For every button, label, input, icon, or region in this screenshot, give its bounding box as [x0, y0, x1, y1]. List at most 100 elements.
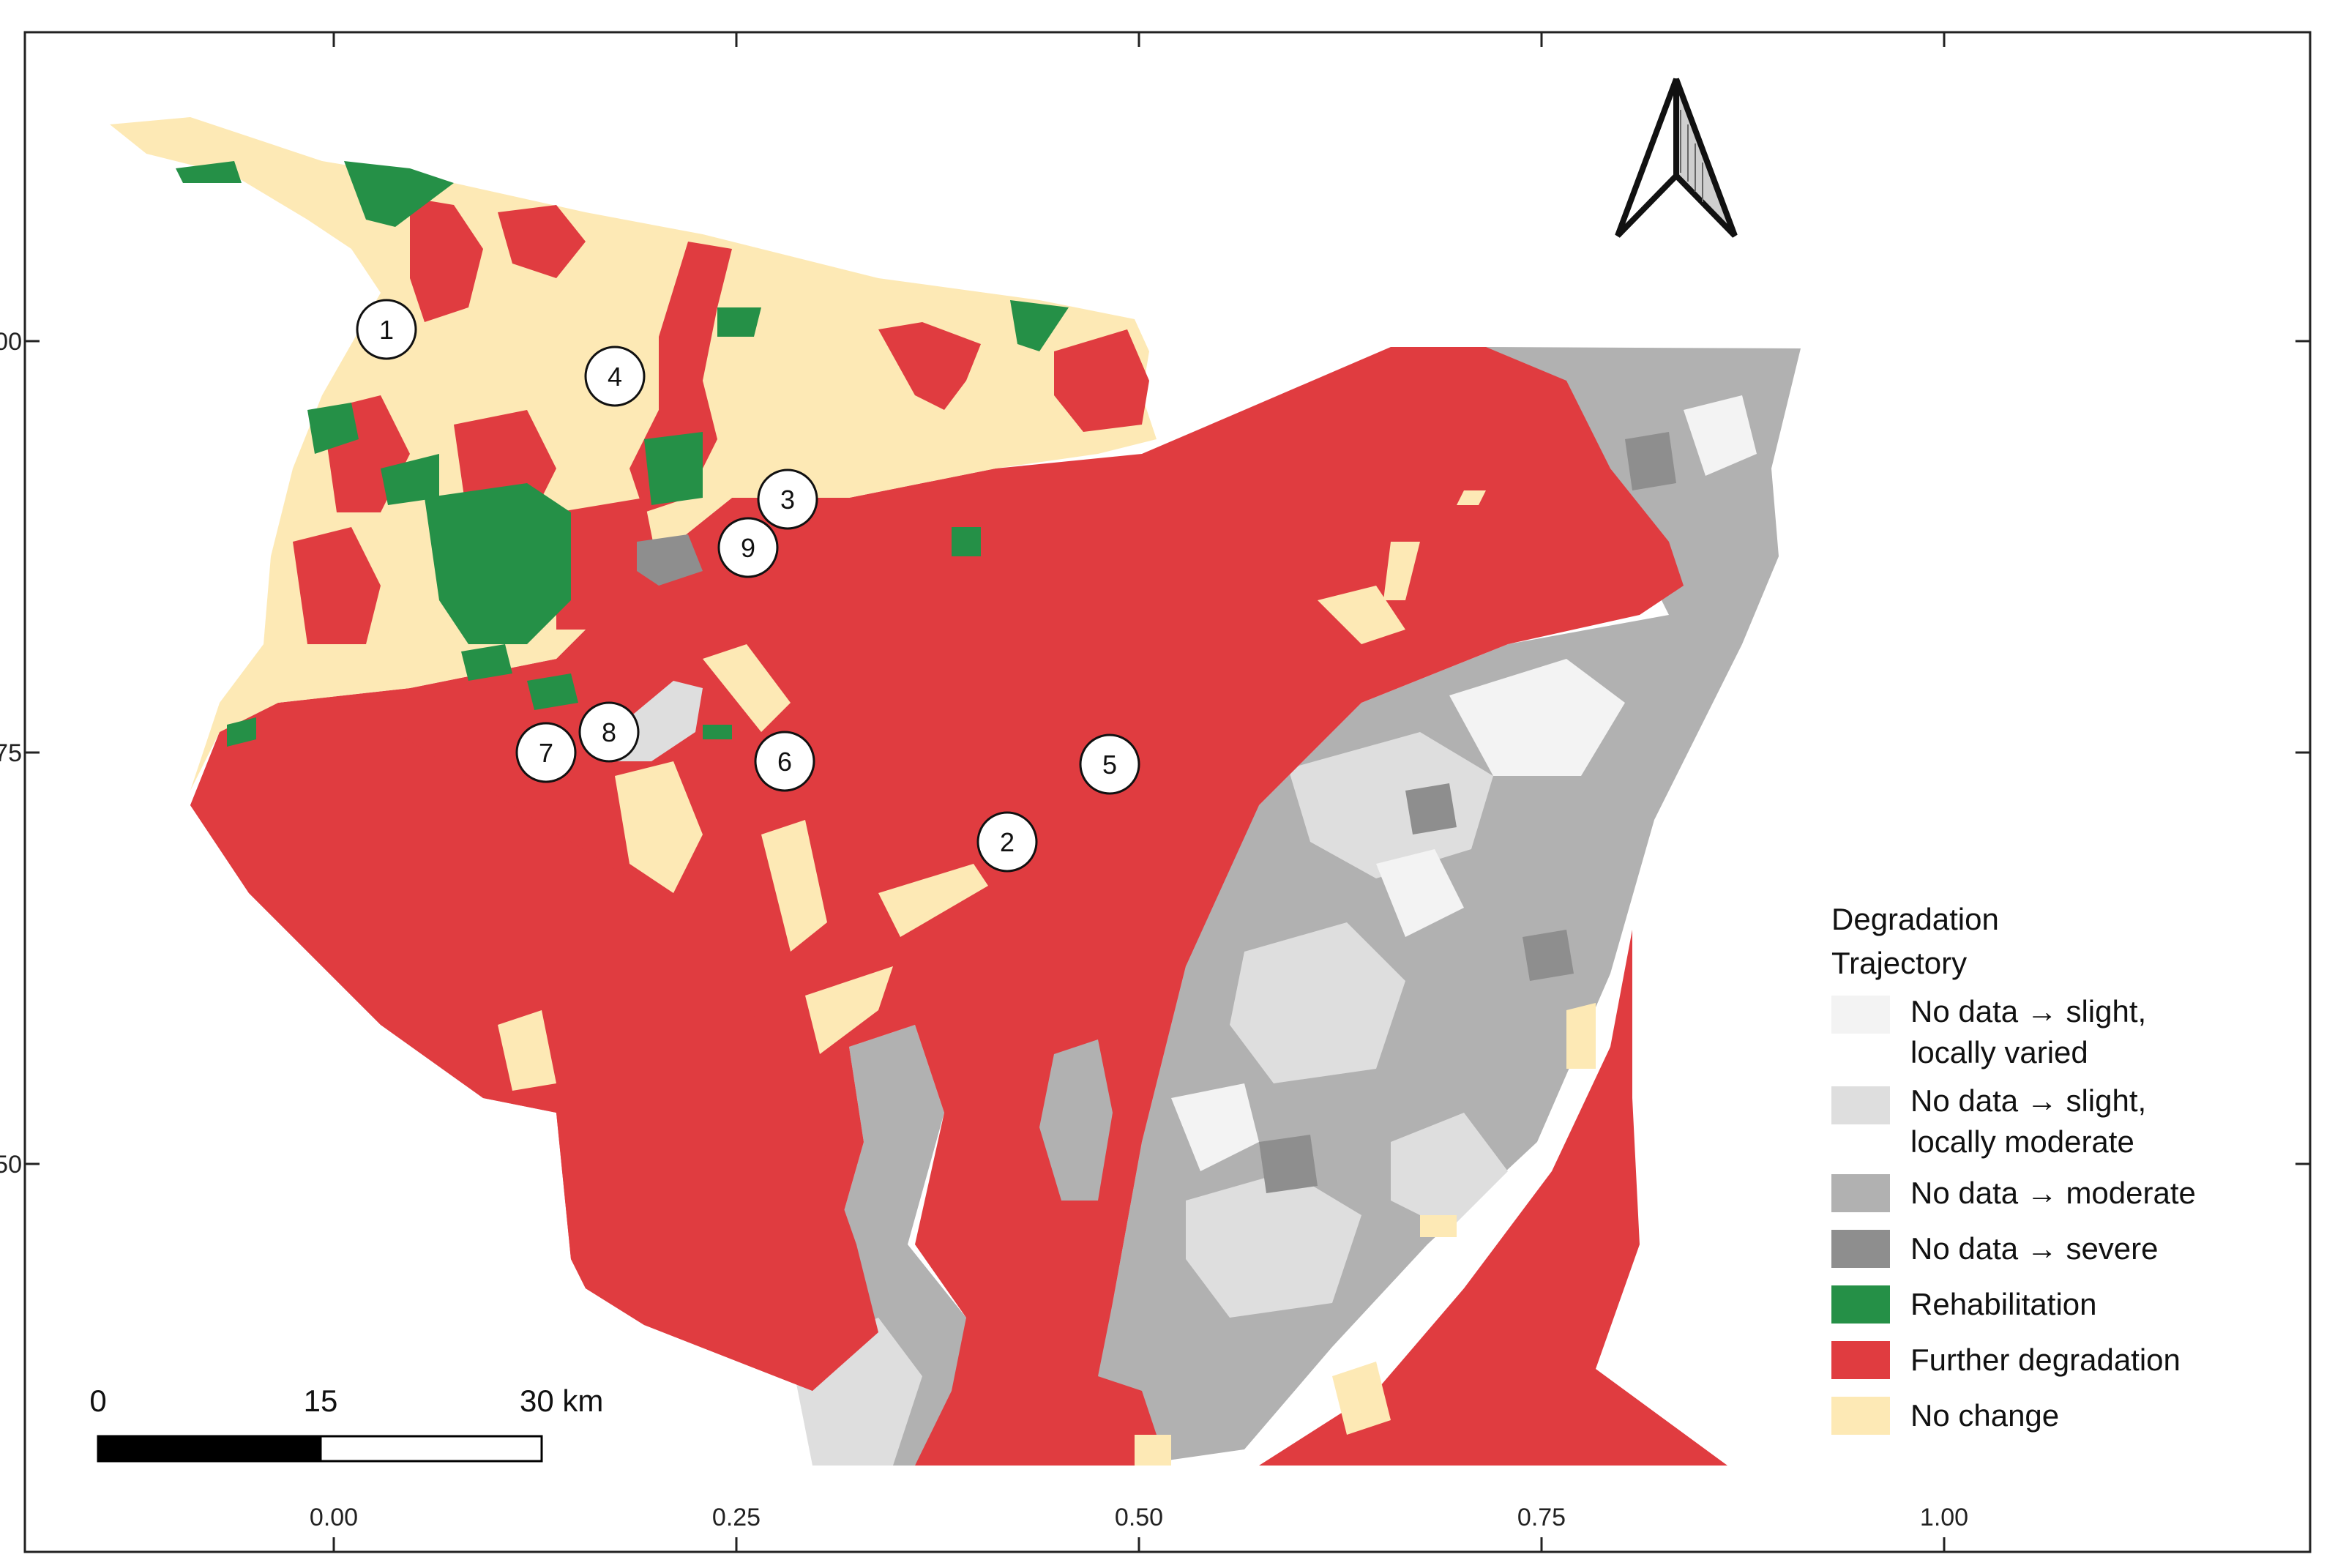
region-no-change [615, 761, 703, 893]
svg-text:6: 6 [777, 747, 792, 777]
site-marker[interactable]: 3 [757, 468, 818, 530]
svg-text:locally moderate: locally moderate [1910, 1124, 2134, 1159]
region-rehabilitation [461, 644, 512, 681]
region-further-degradation [556, 498, 659, 630]
svg-text:9: 9 [741, 533, 755, 563]
legend-swatch [1831, 1285, 1890, 1324]
region-rehabilitation [644, 432, 703, 505]
legend-swatch [1831, 1397, 1890, 1435]
svg-text:No data → moderate: No data → moderate [1910, 1176, 2196, 1210]
y-tick-label: 10.50 [0, 1151, 22, 1179]
region-rehabilitation [227, 717, 256, 747]
svg-text:No change: No change [1910, 1398, 2059, 1433]
svg-text:7: 7 [539, 738, 553, 768]
x-tick-label: 0.00 [310, 1504, 358, 1531]
site-marker[interactable]: 5 [1079, 733, 1140, 795]
scale-label: 15 [304, 1384, 338, 1418]
site-marker[interactable]: 1 [356, 299, 417, 360]
region-no-change [761, 820, 827, 952]
region-no-change [703, 644, 791, 732]
svg-text:1: 1 [379, 315, 394, 345]
y-tick-label: 11.00 [0, 328, 22, 356]
legend-item: No data → severe [1831, 1230, 2159, 1268]
legend-item: Rehabilitation [1831, 1285, 2097, 1324]
site-marker[interactable]: 4 [584, 346, 646, 407]
region-further-degradation [878, 322, 981, 410]
region-no-change [878, 864, 988, 937]
svg-text:2: 2 [1000, 827, 1015, 857]
legend-swatch [1831, 1341, 1890, 1379]
region-no-change [805, 966, 893, 1054]
x-tick-label: 0.75 [1517, 1504, 1566, 1531]
scale-label: 0 [89, 1384, 106, 1418]
svg-text:5: 5 [1102, 750, 1117, 780]
map-regions [110, 117, 1801, 1466]
site-marker[interactable]: 8 [578, 701, 640, 763]
site-marker[interactable]: 6 [754, 731, 815, 792]
region-rehabilitation [344, 161, 454, 227]
region-nd-severe [1523, 930, 1574, 981]
region-nd-varied [1171, 1083, 1259, 1171]
region-further-degradation [498, 205, 586, 278]
region-rehabilitation [425, 483, 571, 644]
legend-swatch [1831, 996, 1890, 1034]
region-no-change [1457, 490, 1486, 505]
region-nd-severe [1625, 432, 1676, 490]
svg-text:No data → slight,: No data → slight, [1910, 994, 2146, 1028]
svg-text:Rehabilitation: Rehabilitation [1910, 1287, 2097, 1321]
svg-text:No data → slight,: No data → slight, [1910, 1083, 2146, 1118]
legend-item: Further degradation [1831, 1341, 2181, 1379]
region-nd-moderate [1039, 1039, 1113, 1201]
region-nd-severe [1259, 1135, 1318, 1193]
svg-text:No data → severe: No data → severe [1910, 1231, 2159, 1266]
region-no-change [1135, 1435, 1171, 1466]
region-rehabilitation [952, 527, 981, 556]
region-nd-varied [1449, 659, 1625, 776]
region-no-change [1332, 1362, 1391, 1435]
axis-ticks [25, 32, 2310, 1552]
region-nd-varied [1376, 849, 1464, 937]
region-rehabilitation [176, 161, 242, 183]
region-rehabilitation [381, 454, 439, 505]
region-rehabilitation [307, 403, 359, 454]
site-marker[interactable]: 7 [515, 722, 577, 783]
site-marker[interactable]: 9 [717, 517, 779, 578]
site-marker[interactable]: 2 [976, 811, 1038, 873]
scale-bar: 0 15 30 km [89, 1384, 603, 1463]
region-no-change [1566, 1003, 1596, 1069]
svg-text:3: 3 [780, 485, 795, 515]
legend-title: Degradation [1831, 902, 1999, 936]
legend: Degradation Trajectory No data → slight,… [1831, 902, 2196, 1435]
y-tick-label: 10.75 [0, 739, 22, 767]
site-markers: 1 2 3 4 5 6 7 8 [356, 299, 1140, 873]
region-rehabilitation [703, 725, 732, 739]
x-tick-label: 0.25 [712, 1504, 761, 1531]
svg-text:locally varied: locally varied [1910, 1035, 2088, 1069]
legend-item: No data → moderate [1831, 1174, 2196, 1212]
legend-item: No data → slight, locally moderate [1831, 1083, 2146, 1159]
region-nd-slight-moderate [1288, 732, 1493, 878]
region-nd-slight-moderate [1230, 922, 1405, 1083]
legend-item: No data → slight, locally varied [1831, 994, 2146, 1069]
x-tick-label: 0.50 [1115, 1504, 1163, 1531]
region-no-change [1420, 1215, 1457, 1237]
region-nd-slight-moderate [1186, 1171, 1361, 1318]
legend-swatch [1831, 1230, 1890, 1268]
region-further-degradation [410, 198, 483, 322]
region-further-degradation [1054, 329, 1149, 432]
legend-item: No change [1831, 1397, 2059, 1435]
legend-swatch [1831, 1086, 1890, 1124]
region-nd-severe [1405, 783, 1457, 835]
region-no-change [498, 1010, 556, 1091]
scale-label: 30 km [520, 1384, 603, 1418]
region-nd-varied [1684, 395, 1757, 476]
region-further-degradation [293, 527, 381, 644]
legend-swatch [1831, 1174, 1890, 1212]
region-no-change [1383, 542, 1420, 600]
legend-title: Trajectory [1831, 946, 1967, 980]
region-nd-severe [637, 534, 703, 586]
north-arrow-icon [1615, 78, 1738, 238]
svg-text:Further degradation: Further degradation [1910, 1343, 2181, 1377]
x-tick-label: 1.00 [1920, 1504, 1968, 1531]
